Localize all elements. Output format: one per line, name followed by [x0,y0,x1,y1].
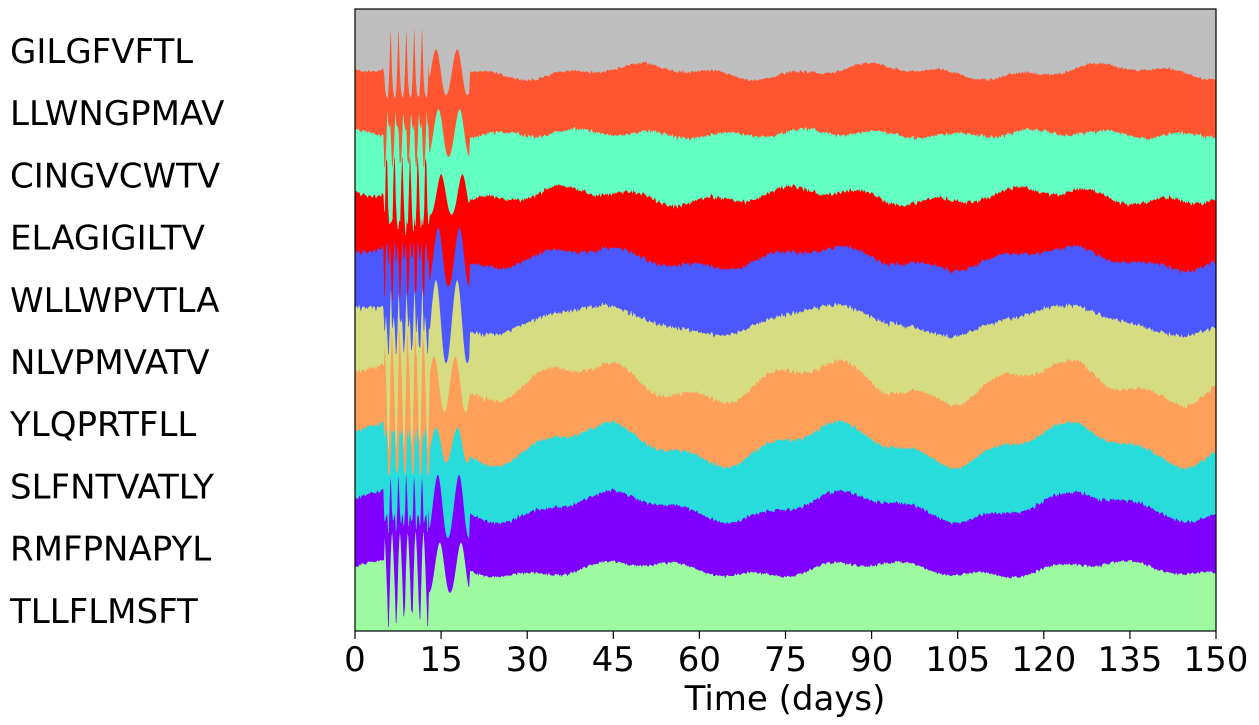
x-tick-label: 150 [1184,640,1249,680]
x-tick-label: 15 [419,640,462,680]
x-tick-label: 60 [678,640,721,680]
legend-label-tllflmsft: TLLFLMSFT [9,592,198,632]
x-tick-label: 45 [592,640,635,680]
legend-label-nlvpmvatv: NLVPMVATV [10,343,209,383]
legend-label-slfntvatly: SLFNTVATLY [10,467,214,507]
x-tick-label: 90 [850,640,893,680]
legend-label-gilgfvftl: GILGFVFTL [10,32,193,72]
x-tick-label: 0 [344,640,366,680]
x-tick-label: 75 [764,640,807,680]
x-tick-label: 105 [925,640,990,680]
x-tick-label: 120 [1011,640,1076,680]
legend-label-llwngpmav: LLWNGPMAV [10,94,224,134]
area-bands [354,8,1217,632]
legend-label-elagigiltv: ELAGIGILTV [10,219,205,259]
legend-label-wllwpvtla: WLLWPVTLA [10,281,220,321]
x-tick-label: 135 [1097,640,1162,680]
legend-label-ylqprtfll: YLQPRTFLL [9,405,196,445]
legend: GILGFVFTL LLWNGPMAV CINGVCWTV ELAGIGILTV WLL… [9,32,224,632]
x-axis-label: Time (days) [684,679,886,719]
x-axis-ticks: 0 15 30 45 60 75 90 105 120 135 150 [344,631,1248,680]
x-tick-label: 30 [506,640,549,680]
legend-label-rmfpnapyl: RMFPNAPYL [10,530,211,570]
legend-label-cingvcwtv: CINGVCWTV [10,156,220,196]
